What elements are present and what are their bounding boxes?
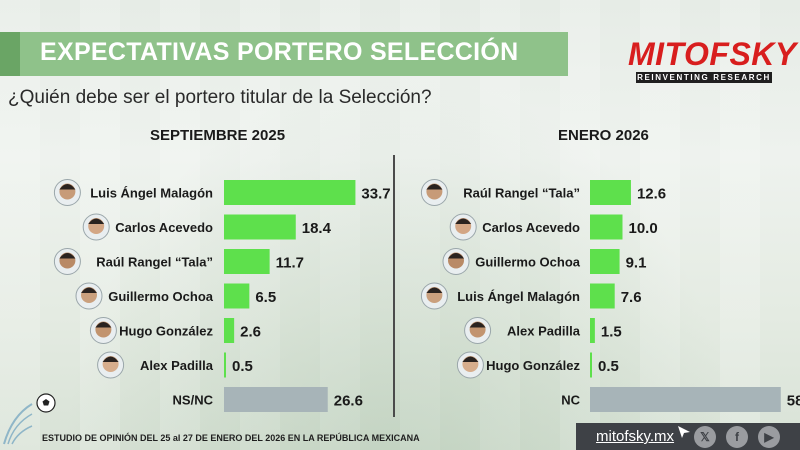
category-label: Guillermo Ochoa [108, 289, 214, 304]
bar-value-label: 1.5 [601, 324, 622, 341]
bar-candidate [590, 249, 620, 274]
bar-value-label: 7.6 [621, 289, 642, 306]
title-banner [0, 32, 568, 76]
brand-logo: MITOFSKY [628, 36, 797, 72]
goal-net-icon [3, 403, 33, 445]
category-label: Luis Ángel Malagón [457, 289, 580, 304]
player-avatar [420, 282, 448, 310]
youtube-icon[interactable]: ▶ [758, 426, 780, 448]
bar-candidate [590, 283, 615, 309]
player-avatar [456, 351, 484, 379]
cursor-arrow-icon [678, 426, 690, 438]
bar-candidate [224, 283, 250, 309]
category-label: Carlos Acevedo [115, 220, 213, 235]
bar-candidate [590, 352, 592, 378]
player-avatar [464, 317, 492, 344]
bar-no-answer [224, 387, 328, 412]
bar-candidate [224, 352, 226, 378]
bar-value-label: 6.5 [255, 289, 276, 306]
category-label: Luis Ángel Malagón [90, 186, 213, 201]
bar-candidate [224, 214, 296, 240]
bar-value-label: 33.7 [361, 186, 390, 203]
category-label: Raúl Rangel “Tala” [463, 186, 580, 201]
right-chart-title: ENERO 2026 [558, 127, 649, 144]
survey-question: ¿Quién debe ser el portero titular de la… [8, 87, 432, 108]
bar-value-label: 10.0 [629, 220, 658, 237]
bar-candidate [224, 180, 356, 205]
category-label: Alex Padilla [140, 358, 214, 373]
footer-study-note: ESTUDIO DE OPINIÓN DEL 25 al 27 DE ENERO… [42, 433, 420, 443]
category-label: Guillermo Ochoa [475, 255, 581, 270]
player-avatar [53, 179, 81, 206]
bar-candidate [590, 214, 623, 240]
player-avatar [449, 213, 477, 241]
bar-candidate [224, 249, 270, 274]
bar-value-label: 12.6 [637, 186, 666, 203]
bar-no-answer [590, 387, 781, 412]
title-banner-accent [0, 32, 20, 76]
player-avatar [75, 282, 103, 310]
player-avatar [420, 179, 448, 206]
bar-value-label: 11.7 [276, 255, 304, 272]
soccer-ball-icon [36, 393, 56, 413]
bar-value-label: 26.6 [334, 393, 363, 410]
bar-value-label: 18.4 [302, 220, 332, 237]
category-label: Carlos Acevedo [482, 220, 580, 235]
bar-value-label: 0.5 [232, 358, 253, 375]
facebook-icon[interactable]: f [726, 426, 748, 448]
category-label: Alex Padilla [507, 324, 581, 339]
bar-candidate [590, 180, 631, 205]
bar-value-label: 2.6 [240, 324, 261, 341]
bar-value-label: 9.1 [626, 255, 647, 272]
category-label: NC [561, 393, 580, 408]
category-label: NS/NC [173, 393, 214, 408]
page-title: EXPECTATIVAS PORTERO SELECCIÓN [40, 38, 519, 66]
category-label: Hugo González [486, 358, 580, 373]
category-label: Hugo González [119, 324, 213, 339]
column-divider [393, 155, 395, 417]
category-label: Raúl Rangel “Tala” [96, 255, 213, 270]
left-chart-title: SEPTIEMBRE 2025 [150, 127, 286, 144]
x-icon[interactable]: 𝕏 [694, 426, 716, 448]
brand-tagline: REINVENTING RESEARCH [636, 72, 772, 83]
player-avatar [97, 351, 125, 379]
bar-value-label: 0.5 [598, 358, 619, 375]
player-avatar [442, 248, 470, 275]
bar-candidate [590, 318, 595, 343]
player-avatar [82, 213, 110, 241]
bar-value-label: 58.7 [787, 393, 800, 410]
player-avatar [89, 317, 117, 344]
bar-candidate [224, 318, 235, 343]
website-link[interactable]: mitofsky.mx [596, 428, 675, 445]
player-avatar [53, 248, 81, 275]
